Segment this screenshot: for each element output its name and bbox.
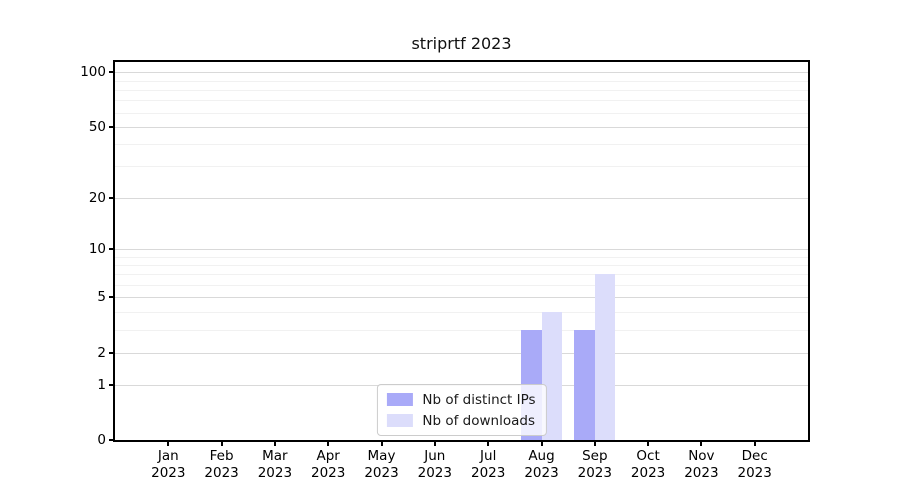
legend-swatch-downloads-icon [386,414,413,427]
x-tick-label-month: Jul [480,448,497,464]
x-tick [380,440,383,446]
y-tick [109,125,115,128]
y-tick-label: 0 [97,432,106,448]
y-gridline-major [115,352,808,354]
x-tick-label-month: Apr [316,448,340,464]
bar [594,274,616,440]
x-tick-label-year: 2023 [364,465,399,481]
y-tick [109,351,115,354]
y-gridline-minor [115,265,808,266]
y-tick [109,248,115,250]
y-tick-label: 10 [88,241,106,257]
bar [541,311,562,440]
x-tick-label-year: 2023 [471,465,506,481]
x-tick-label-month: Feb [209,448,234,464]
x-tick-label-month: Nov [688,448,715,464]
x-tick [593,440,596,446]
y-gridline-minor [115,285,808,286]
y-gridline-major [115,297,808,299]
x-tick [753,440,756,446]
x-tick-label-month: Aug [528,448,555,464]
y-tick [109,296,115,299]
x-tick-label-month: Jan [157,448,179,464]
x-tick-label-year: 2023 [204,465,239,481]
x-tick-label: Jul 2023 [456,448,520,482]
x-tick-label: Nov 2023 [669,448,733,482]
y-tick-label: 1 [97,376,106,393]
y-tick-label: 20 [88,189,106,206]
x-tick-label-month: Jun [424,448,446,464]
legend-item-distinct-ips: Nb of distinct IPs [386,391,536,408]
x-tick-label-month: May [367,448,396,464]
y-tick-label: 2 [97,344,106,361]
y-gridline-minor [115,112,808,114]
x-tick-label: Oct 2023 [616,448,680,482]
plot-area: Nb of distinct IPs Nb of downloads 0 1 2 5 1… [80,60,810,481]
x-tick-label-year: 2023 [630,465,666,481]
y-gridline-minor [115,166,808,168]
x-tick-label-year: 2023 [417,465,452,481]
y-gridline-major [115,72,808,74]
x-tick-label-year: 2023 [737,465,772,481]
x-tick-label: Aug 2023 [510,448,574,482]
x-tick-label-month: Oct [636,448,660,464]
x-tick [700,440,703,446]
x-tick-label: Jun 2023 [403,448,467,482]
x-tick [487,440,490,446]
y-tick-label: 5 [97,289,106,306]
x-tick-label-month: Sep [582,448,608,464]
y-gridline-minor [115,256,808,258]
x-tick [327,440,330,446]
x-tick [433,440,436,446]
x-tick [167,440,170,446]
y-gridline-major [115,249,808,250]
y-tick-label: 100 [80,64,106,81]
y-gridline-minor [115,274,808,276]
x-tick-label: Dec 2023 [723,448,787,482]
y-gridline-minor [115,80,808,82]
y-gridline-major [115,126,808,128]
y-tick [109,383,115,386]
chart-title: striprtf 2023 [411,34,512,53]
x-tick-label: Mar 2023 [243,448,307,482]
x-tick-label-year: 2023 [577,465,612,481]
y-gridline-minor [115,329,808,331]
x-tick-label-year: 2023 [684,465,719,481]
y-tick-label: 50 [88,118,106,135]
x-tick-label-month: Dec [741,448,768,464]
x-tick-label: May 2023 [350,448,414,482]
y-tick [109,439,115,441]
y-gridline-minor [115,100,808,102]
x-tick [647,440,650,446]
x-tick-label: Apr 2023 [296,448,360,482]
legend-label-distinct-ips: Nb of distinct IPs [422,391,536,408]
x-tick-label-year: 2023 [257,465,293,481]
x-tick [220,440,223,446]
y-gridline-major [115,197,808,199]
bar [574,329,595,440]
x-tick [273,440,276,446]
legend-label-downloads: Nb of downloads [422,412,535,429]
x-tick-label-year: 2023 [311,465,346,481]
x-tick [540,440,543,446]
y-gridline-minor [115,144,808,146]
y-gridline-minor [115,89,808,91]
legend-swatch-distinct-ips-icon [386,393,413,406]
legend: Nb of distinct IPs Nb of downloads [376,384,547,436]
x-tick-label: Feb 2023 [190,448,254,482]
y-gridline-minor [115,311,808,313]
y-tick [109,196,115,199]
y-tick [109,71,115,74]
x-tick-label-month: Mar [262,448,288,464]
x-tick-label-year: 2023 [151,465,186,481]
legend-item-downloads: Nb of downloads [386,412,535,429]
x-tick-label: Sep 2023 [563,448,627,482]
x-tick-label-year: 2023 [524,465,559,481]
x-tick-label: Jan 2023 [136,448,200,482]
